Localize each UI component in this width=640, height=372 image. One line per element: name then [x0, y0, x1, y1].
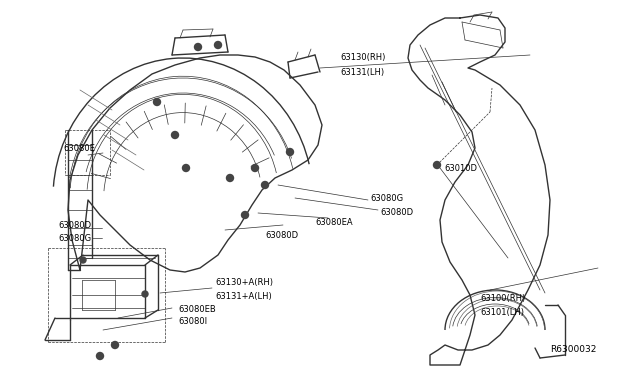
Circle shape	[252, 164, 259, 171]
Circle shape	[154, 99, 161, 106]
Circle shape	[142, 291, 148, 297]
Circle shape	[227, 174, 234, 182]
Text: 63080E: 63080E	[63, 144, 95, 153]
Text: 63080G: 63080G	[58, 234, 91, 243]
Text: 63130(RH): 63130(RH)	[340, 52, 385, 61]
Text: 63080EB: 63080EB	[178, 305, 216, 314]
Text: 63080G: 63080G	[370, 193, 403, 202]
Text: 63101(LH): 63101(LH)	[480, 308, 524, 317]
Circle shape	[262, 182, 269, 189]
Text: 63080EA: 63080EA	[315, 218, 353, 227]
Text: 63131(LH): 63131(LH)	[340, 67, 384, 77]
Text: 63100(RH): 63100(RH)	[480, 294, 525, 302]
Text: 63080D: 63080D	[58, 221, 91, 230]
Circle shape	[97, 353, 104, 359]
Text: 63131+A(LH): 63131+A(LH)	[215, 292, 272, 301]
Text: 63010D: 63010D	[444, 164, 477, 173]
Text: 63080D: 63080D	[265, 231, 298, 240]
Circle shape	[111, 341, 118, 349]
Circle shape	[433, 161, 440, 169]
Text: R6300032: R6300032	[550, 345, 596, 354]
Text: 63080I: 63080I	[178, 317, 207, 327]
Circle shape	[195, 44, 202, 51]
Text: 63130+A(RH): 63130+A(RH)	[215, 278, 273, 286]
Circle shape	[172, 131, 179, 138]
Circle shape	[287, 148, 294, 155]
Circle shape	[214, 42, 221, 48]
Circle shape	[80, 257, 86, 263]
Circle shape	[182, 164, 189, 171]
Text: 63080D: 63080D	[380, 208, 413, 217]
Circle shape	[241, 212, 248, 218]
